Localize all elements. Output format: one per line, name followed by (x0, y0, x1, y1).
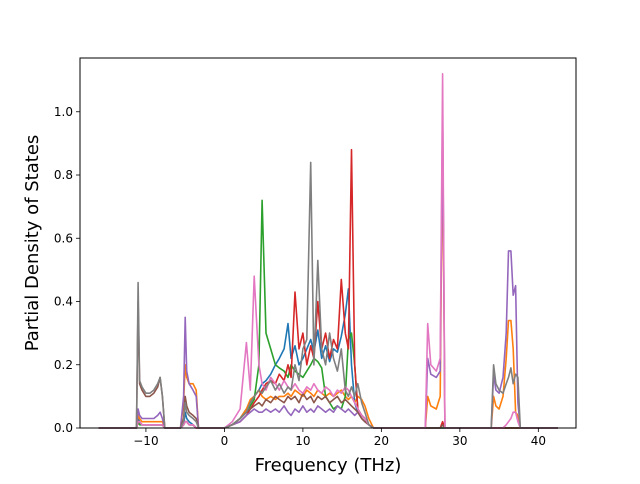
y-tick-label: 0.6 (54, 231, 73, 245)
y-tick-label: 0.4 (54, 295, 73, 309)
x-tick-label: −10 (133, 434, 158, 448)
x-axis-ticks: −10 0 10 20 30 40 (133, 428, 546, 448)
x-tick-label: 0 (221, 434, 229, 448)
x-tick-label: 30 (452, 434, 467, 448)
y-axis-label: Partial Density of States (22, 135, 43, 352)
y-tick-label: 0.8 (54, 168, 73, 182)
x-axis-label: Frequency (THz) (255, 455, 402, 476)
y-tick-label: 0.0 (54, 421, 73, 435)
axes-frame (79, 57, 577, 429)
y-axis-ticks: 0.0 0.2 0.4 0.6 0.8 1.0 (54, 105, 80, 435)
y-tick-label: 0.2 (54, 358, 73, 372)
x-tick-label: 10 (295, 434, 310, 448)
y-tick-label: 1.0 (54, 105, 73, 119)
x-tick-label: 40 (531, 434, 546, 448)
x-tick-label: 20 (374, 434, 389, 448)
